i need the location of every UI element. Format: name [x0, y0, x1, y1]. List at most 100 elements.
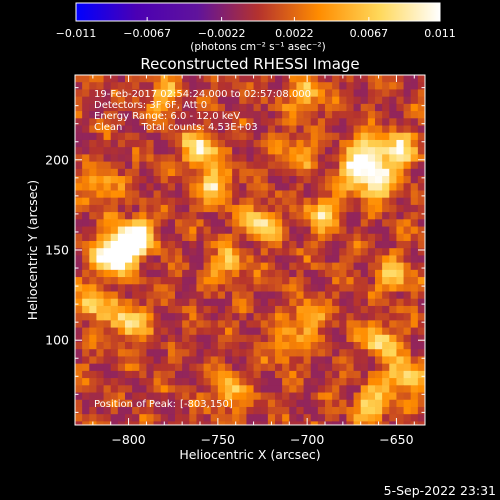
- heatmap-cell: [146, 197, 154, 206]
- heatmap-cell: [117, 118, 126, 126]
- heatmap-cell: [117, 197, 126, 206]
- heatmap-cell: [139, 291, 147, 300]
- heatmap-cell: [232, 233, 240, 242]
- heatmap-cell: [332, 219, 340, 227]
- heatmap-cell: [396, 414, 404, 422]
- heatmap-cell: [296, 378, 304, 386]
- heatmap-cell: [267, 197, 276, 206]
- heatmap-cell: [346, 226, 354, 235]
- heatmap-cell: [417, 161, 426, 170]
- heatmap-cell: [417, 255, 426, 264]
- heatmap-cell: [189, 103, 197, 112]
- heatmap-cell: [260, 334, 269, 343]
- heatmap-cell: [410, 219, 419, 227]
- heatmap-cell: [417, 421, 426, 426]
- heatmap-cell: [246, 161, 254, 170]
- heatmap-cell: [317, 248, 326, 256]
- heatmap-cell: [75, 342, 83, 350]
- colorbar-tick-label: −0.0067: [123, 27, 171, 40]
- heatmap-cell: [110, 82, 119, 90]
- heatmap-cell: [339, 161, 347, 170]
- heatmap-cell: [225, 399, 233, 408]
- heatmap-cell: [282, 342, 290, 350]
- heatmap-cell: [110, 176, 119, 184]
- heatmap-cell: [303, 147, 312, 155]
- heatmap-cell: [89, 327, 97, 336]
- heatmap-cell: [282, 291, 290, 300]
- heatmap-cell: [232, 75, 240, 83]
- heatmap-cell: [103, 349, 112, 357]
- heatmap-cell: [210, 248, 219, 256]
- heatmap-cell: [346, 240, 354, 249]
- heatmap-cell: [217, 161, 226, 170]
- heatmap-cell: [232, 204, 240, 213]
- heatmap-cell: [210, 132, 219, 141]
- heatmap-cell: [82, 349, 90, 357]
- heatmap-cell: [382, 385, 390, 393]
- heatmap-cell: [117, 147, 126, 155]
- heatmap-cell: [232, 219, 240, 227]
- heatmap-cell: [82, 147, 90, 155]
- heatmap-cell: [253, 125, 262, 134]
- heatmap-cell: [82, 75, 90, 83]
- heatmap-cell: [153, 334, 162, 343]
- heatmap-cell: [332, 284, 340, 292]
- heatmap-cell: [260, 327, 269, 336]
- heatmap-cell: [125, 248, 133, 256]
- heatmap-cell: [189, 392, 197, 401]
- heatmap-cell: [75, 96, 83, 105]
- colorbar-tick-label: −0.011: [56, 27, 97, 40]
- heatmap-cell: [260, 118, 269, 126]
- heatmap-cell: [339, 89, 347, 98]
- heatmap-cell: [232, 327, 240, 336]
- heatmap-cell: [325, 385, 333, 393]
- heatmap-cell: [153, 139, 162, 148]
- heatmap-cell: [303, 154, 312, 162]
- heatmap-cell: [289, 183, 297, 191]
- heatmap-cell: [325, 255, 333, 264]
- heatmap-cell: [153, 89, 162, 98]
- heatmap-cell: [75, 212, 83, 220]
- heatmap-cell: [282, 103, 290, 112]
- heatmap-cell: [389, 168, 397, 177]
- heatmap-cell: [196, 313, 204, 321]
- heatmap-cell: [217, 406, 226, 415]
- heatmap-cell: [232, 313, 240, 321]
- heatmap-cell: [217, 118, 226, 126]
- heatmap-cell: [375, 75, 383, 83]
- heatmap-cell: [332, 327, 340, 336]
- heatmap-cell: [146, 161, 154, 170]
- heatmap-cell: [96, 298, 104, 307]
- heatmap-cell: [296, 226, 304, 235]
- heatmap-cell: [260, 132, 269, 141]
- heatmap-cell: [196, 96, 204, 105]
- heatmap-cell: [82, 327, 90, 336]
- heatmap-cell: [89, 269, 97, 278]
- heatmap-cell: [260, 139, 269, 148]
- heatmap-cell: [360, 399, 369, 408]
- heatmap-cell: [282, 147, 290, 155]
- heatmap-cell: [382, 183, 390, 191]
- heatmap-cell: [182, 204, 190, 213]
- colorbar-tick-label: 0.011: [424, 27, 456, 40]
- heatmap-cell: [182, 111, 190, 119]
- heatmap-cell: [217, 414, 226, 422]
- heatmap-cell: [117, 240, 126, 249]
- heatmap-cell: [89, 139, 97, 148]
- heatmap-cell: [260, 248, 269, 256]
- heatmap-cell: [110, 262, 119, 271]
- heatmap-cell: [232, 89, 240, 98]
- heatmap-cell: [196, 161, 204, 170]
- heatmap-cell: [382, 154, 390, 162]
- heatmap-cell: [217, 176, 226, 184]
- heatmap-cell: [110, 212, 119, 220]
- heatmap-cell: [167, 233, 176, 242]
- heatmap-cell: [132, 378, 140, 386]
- heatmap-cell: [353, 190, 362, 199]
- heatmap-cell: [253, 82, 262, 90]
- heatmap-cell: [339, 212, 347, 220]
- heatmap-cell: [389, 363, 397, 372]
- heatmap-cell: [339, 96, 347, 105]
- heatmap-cell: [210, 154, 219, 162]
- heatmap-cell: [289, 75, 297, 83]
